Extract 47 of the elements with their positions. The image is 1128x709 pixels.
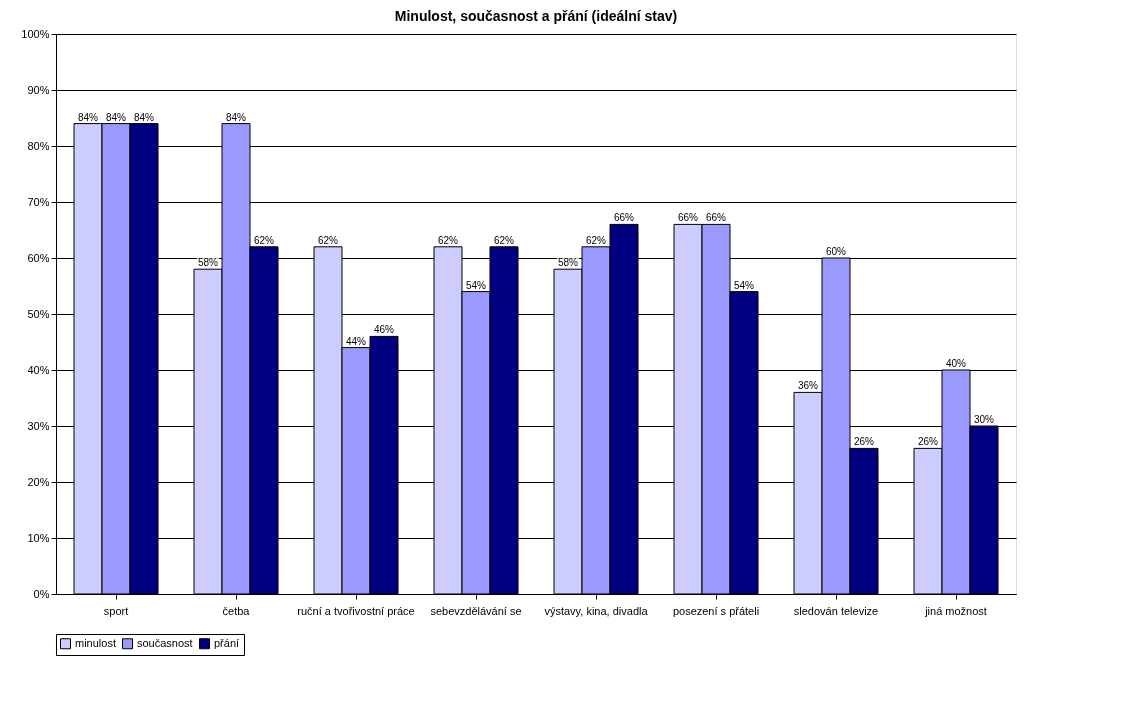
- y-tick-label: 0%: [33, 587, 50, 600]
- y-tick-label: 10%: [27, 531, 50, 544]
- x-tick-label: jiná možnost: [924, 604, 987, 617]
- data-label: 46%: [373, 324, 395, 336]
- data-label: 84%: [105, 111, 127, 123]
- y-tick-label: 70%: [27, 195, 50, 208]
- x-tick-label: sport: [103, 604, 129, 617]
- legend-label: minulost: [75, 636, 116, 649]
- legend-label: přání: [214, 636, 240, 649]
- data-label: 62%: [437, 234, 459, 246]
- data-label: 54%: [733, 279, 755, 291]
- x-tick-label: posezení s přáteli: [672, 604, 760, 617]
- x-tick-label: ruční a tvořivostní práce: [297, 604, 415, 617]
- y-tick-label: 20%: [27, 475, 50, 488]
- x-tick-label: sledován televize: [793, 604, 879, 617]
- chart-title: Minulost, současnost a přání (ideální stav): [394, 8, 678, 24]
- data-label: 58%: [557, 257, 579, 269]
- y-tick-label: 90%: [27, 83, 50, 96]
- data-label: 40%: [945, 358, 967, 369]
- y-tick-label: 60%: [27, 251, 50, 264]
- data-label: 26%: [917, 436, 939, 448]
- data-label: 36%: [797, 380, 819, 392]
- x-tick-label: výstavy, kina, divadla: [544, 604, 649, 617]
- x-tick-label: sebevzdělávání se: [430, 604, 522, 617]
- data-label: 44%: [345, 335, 367, 347]
- x-tick-label: četba: [222, 604, 251, 617]
- data-label: 62%: [317, 234, 339, 246]
- data-label: 62%: [253, 234, 275, 246]
- y-tick-label: 30%: [27, 419, 50, 432]
- data-label: 60%: [825, 246, 847, 257]
- data-label: 66%: [677, 212, 699, 224]
- legend-label: současnost: [137, 636, 193, 649]
- y-tick-label: 50%: [27, 307, 50, 320]
- data-label: 62%: [493, 234, 515, 246]
- y-tick-label: 40%: [27, 363, 50, 376]
- data-label: 84%: [133, 111, 155, 123]
- data-label: 26%: [853, 436, 875, 448]
- data-label: 66%: [705, 212, 727, 224]
- data-label: 66%: [613, 212, 635, 224]
- data-label: 30%: [973, 414, 995, 425]
- data-label: 58%: [197, 257, 219, 269]
- data-label: 84%: [77, 111, 99, 123]
- y-tick-label: 80%: [27, 139, 50, 152]
- y-tick-label: 100%: [21, 27, 50, 40]
- data-label: 84%: [225, 111, 247, 123]
- data-label: 54%: [465, 279, 487, 291]
- data-label: 62%: [585, 234, 607, 246]
